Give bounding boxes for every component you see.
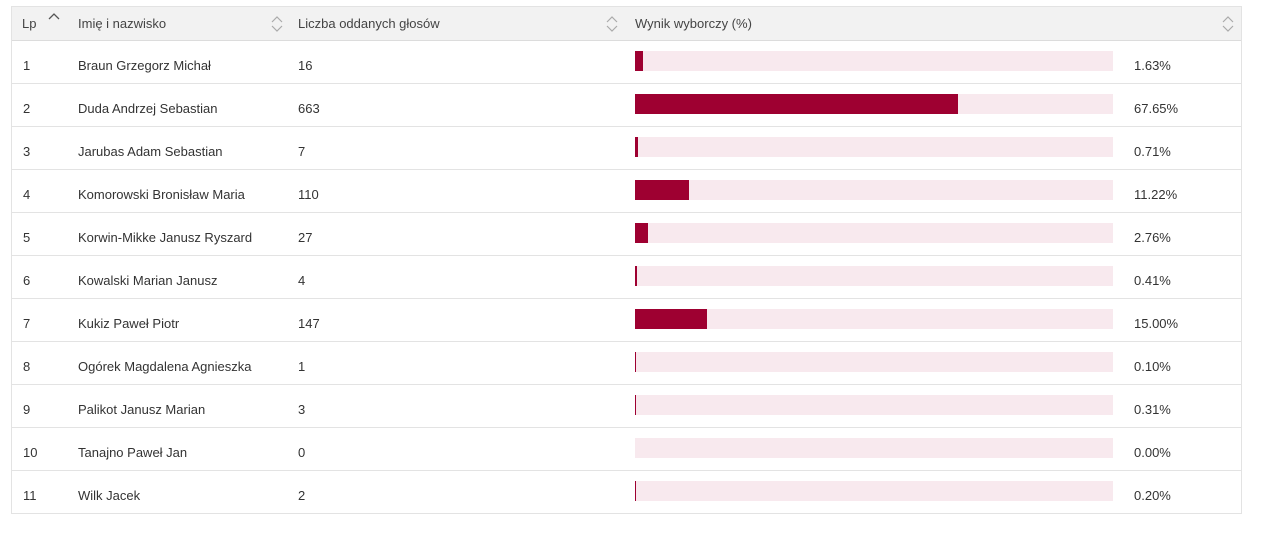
sort-ascending-icon	[48, 13, 60, 20]
result-bar	[635, 94, 1113, 114]
vote-count: 0	[298, 445, 306, 460]
vote-count: 7	[298, 144, 306, 159]
header-result-label: Wynik wyborczy (%)	[635, 16, 752, 31]
table-row: 6 Kowalski Marian Janusz 4 0.41%	[12, 255, 1241, 298]
table-header: Lp Imię i nazwisko Liczba oddanych głosó…	[12, 7, 1241, 41]
result-bar-fill	[635, 51, 643, 71]
result-bar	[635, 309, 1113, 329]
result-percent: 0.31%	[1134, 402, 1171, 417]
result-percent: 15.00%	[1134, 316, 1179, 331]
result-bar-fill	[635, 180, 689, 200]
row-lp: 5	[23, 230, 31, 245]
row-lp: 10	[23, 445, 38, 460]
row-lp: 8	[23, 359, 31, 374]
vote-count: 663	[298, 101, 320, 116]
row-lp: 2	[23, 101, 31, 116]
sort-by-result-header[interactable]: Wynik wyborczy (%)	[635, 7, 1235, 40]
table-row: 1 Braun Grzegorz Michał 16 1.63%	[12, 41, 1241, 83]
result-bar	[635, 223, 1113, 243]
result-bar-fill	[635, 352, 636, 372]
result-percent: 0.00%	[1134, 445, 1171, 460]
sort-by-lp-header[interactable]: Lp	[22, 7, 72, 40]
result-bar	[635, 51, 1113, 71]
vote-count: 110	[298, 187, 319, 202]
candidate-name: Tanajno Paweł Jan	[78, 445, 188, 460]
vote-count: 1	[298, 359, 306, 374]
result-bar	[635, 137, 1113, 157]
result-bar-fill	[635, 94, 959, 114]
result-bar	[635, 180, 1113, 200]
results-table: Lp Imię i nazwisko Liczba oddanych głosó…	[11, 6, 1242, 514]
row-lp: 4	[23, 187, 31, 202]
table-row: 11 Wilk Jacek 2 0.20%	[12, 470, 1241, 513]
vote-count: 16	[298, 58, 313, 73]
table-row: 9 Palikot Janusz Marian 3 0.31%	[12, 384, 1241, 427]
result-bar	[635, 266, 1113, 286]
result-bar-fill	[635, 266, 637, 286]
candidate-name: Komorowski Bronisław Maria	[78, 187, 245, 202]
result-percent: 1.63%	[1134, 58, 1171, 73]
sort-toggle-icon	[606, 16, 618, 32]
table-body: 1 Braun Grzegorz Michał 16 1.63% 2 Duda Andrz…	[12, 41, 1241, 513]
candidate-name: Duda Andrzej Sebastian	[78, 101, 218, 116]
result-percent: 0.41%	[1134, 273, 1171, 288]
result-percent: 67.65%	[1134, 101, 1179, 116]
candidate-name: Kukiz Paweł Piotr	[78, 316, 180, 331]
row-lp: 7	[23, 316, 31, 331]
result-bar	[635, 352, 1113, 372]
row-lp: 3	[23, 144, 31, 159]
vote-count: 4	[298, 273, 306, 288]
result-bar-fill	[635, 309, 707, 329]
table-row: 7 Kukiz Paweł Piotr 147 15.00%	[12, 298, 1241, 341]
result-bar	[635, 438, 1113, 458]
result-percent: 11.22%	[1134, 187, 1178, 202]
table-row: 5 Korwin-Mikke Janusz Ryszard 27 2.76%	[12, 212, 1241, 255]
result-bar-fill	[635, 137, 639, 157]
result-bar	[635, 481, 1113, 501]
vote-count: 147	[298, 316, 320, 331]
vote-count: 27	[298, 230, 313, 245]
result-percent: 0.20%	[1134, 488, 1171, 503]
row-lp: 6	[23, 273, 31, 288]
vote-count: 3	[298, 402, 306, 417]
candidate-name: Ogórek Magdalena Agnieszka	[78, 359, 252, 374]
sort-by-name-header[interactable]: Imię i nazwisko	[78, 7, 283, 40]
table-row: 8 Ogórek Magdalena Agnieszka 1 0.10%	[12, 341, 1241, 384]
result-bar	[635, 395, 1113, 415]
vote-count: 2	[298, 488, 306, 503]
result-percent: 0.10%	[1134, 359, 1171, 374]
sort-by-votes-header[interactable]: Liczba oddanych głosów	[298, 7, 618, 40]
sort-toggle-icon	[1222, 16, 1234, 32]
header-votes-label: Liczba oddanych głosów	[298, 16, 440, 31]
candidate-name: Palikot Janusz Marian	[78, 402, 206, 417]
table-row: 3 Jarubas Adam Sebastian 7 0.71%	[12, 126, 1241, 169]
row-lp: 11	[23, 488, 37, 503]
candidate-name: Wilk Jacek	[78, 488, 141, 503]
candidate-name: Jarubas Adam Sebastian	[78, 144, 223, 159]
header-name-label: Imię i nazwisko	[78, 16, 167, 31]
candidate-name: Korwin-Mikke Janusz Ryszard	[78, 230, 253, 245]
candidate-name: Kowalski Marian Janusz	[78, 273, 218, 288]
result-bar-fill	[635, 223, 649, 243]
row-lp: 1	[23, 58, 31, 73]
table-row: 2 Duda Andrzej Sebastian 663 67.65%	[12, 83, 1241, 126]
table-row: 10 Tanajno Paweł Jan 0 0.00%	[12, 427, 1241, 470]
candidate-name: Braun Grzegorz Michał	[78, 58, 211, 73]
row-lp: 9	[23, 402, 31, 417]
table-row: 4 Komorowski Bronisław Maria 110 11.22%	[12, 169, 1241, 212]
sort-toggle-icon	[271, 16, 283, 32]
result-percent: 2.76%	[1134, 230, 1171, 245]
result-percent: 0.71%	[1134, 144, 1171, 159]
header-lp-label: Lp	[22, 16, 37, 31]
result-bar-fill	[635, 481, 636, 501]
result-bar-fill	[635, 395, 637, 415]
